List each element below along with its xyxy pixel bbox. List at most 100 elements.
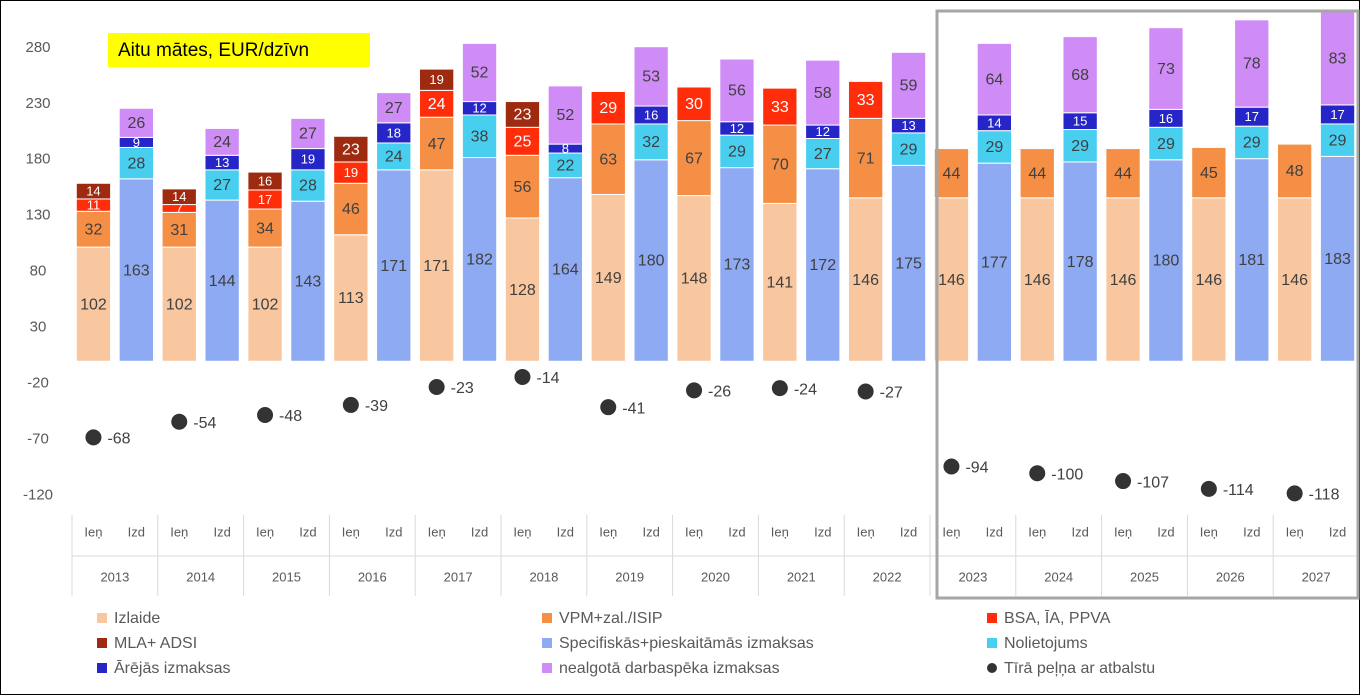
bar-segment bbox=[933, 148, 970, 199]
data-label: 143 bbox=[295, 273, 322, 290]
x-subcategory-label: Ieņ bbox=[1286, 524, 1304, 539]
bar-segment bbox=[719, 58, 755, 123]
data-label: 149 bbox=[595, 270, 622, 287]
data-label: 64 bbox=[985, 71, 1003, 88]
data-label: 44 bbox=[1028, 165, 1046, 182]
data-label: 146 bbox=[1195, 272, 1222, 289]
data-label: 32 bbox=[85, 221, 103, 238]
data-label: 177 bbox=[981, 254, 1008, 271]
data-label: 16 bbox=[1159, 111, 1173, 126]
data-label: 15 bbox=[1073, 114, 1087, 129]
bar-segment bbox=[1319, 123, 1356, 157]
x-tick-label: 2016 bbox=[358, 569, 387, 584]
x-tick-label: 2013 bbox=[100, 569, 129, 584]
plot: -120-70-203080130180230280102321114Ieņ16… bbox=[23, 11, 1360, 596]
point-label: -94 bbox=[965, 460, 988, 477]
data-label: 182 bbox=[466, 252, 493, 269]
y-tick-label: 80 bbox=[30, 263, 47, 280]
x-tick-label: 2027 bbox=[1302, 569, 1331, 584]
bar-segment bbox=[161, 211, 197, 248]
x-subcategory-label: Ieņ bbox=[599, 524, 617, 539]
data-label: 171 bbox=[423, 258, 450, 275]
bar-segment bbox=[376, 92, 412, 124]
point bbox=[857, 383, 874, 400]
y-tick-label: -20 bbox=[27, 375, 49, 392]
data-label: 33 bbox=[771, 99, 789, 116]
point-label: -48 bbox=[279, 408, 302, 425]
bar-segment bbox=[1234, 158, 1270, 362]
x-subcategory-label: Ieņ bbox=[1114, 524, 1132, 539]
data-label: 44 bbox=[1114, 165, 1132, 182]
bar-segment bbox=[890, 164, 927, 362]
bar-segment bbox=[847, 117, 884, 199]
data-label: 29 bbox=[1071, 138, 1089, 155]
data-label: 78 bbox=[1243, 56, 1261, 73]
bar-segment bbox=[1234, 125, 1270, 160]
data-label: 181 bbox=[1238, 252, 1265, 269]
legend-marker bbox=[542, 613, 552, 623]
bar-segment bbox=[1148, 27, 1184, 110]
data-label: 70 bbox=[771, 156, 789, 173]
x-tick-label: 2024 bbox=[1044, 569, 1073, 584]
x-subcategory-label: Ieņ bbox=[685, 524, 703, 539]
data-label: 26 bbox=[127, 115, 145, 132]
x-tick-label: 2022 bbox=[873, 569, 902, 584]
x-tick-label: 2021 bbox=[787, 569, 816, 584]
data-label: 14 bbox=[172, 189, 186, 204]
bar-segment bbox=[976, 162, 1013, 362]
data-label: 29 bbox=[900, 141, 918, 158]
bar-segment bbox=[461, 42, 498, 103]
bar-segment bbox=[247, 246, 283, 362]
bar-segment bbox=[547, 177, 584, 362]
data-label: 67 bbox=[685, 150, 703, 167]
x-subcategory-label: Izd bbox=[1157, 524, 1174, 539]
data-label: 56 bbox=[514, 179, 532, 196]
legend-marker bbox=[987, 613, 997, 623]
x-subcategory-label: Izd bbox=[128, 524, 145, 539]
data-label: 175 bbox=[895, 256, 922, 273]
data-label: 28 bbox=[127, 155, 145, 172]
point bbox=[600, 399, 617, 416]
bar-segment bbox=[204, 127, 240, 156]
data-label: 52 bbox=[556, 107, 574, 124]
data-label: 141 bbox=[766, 275, 793, 292]
data-label: 14 bbox=[86, 184, 100, 199]
legend-marker bbox=[97, 663, 107, 673]
bar-segment bbox=[762, 202, 798, 362]
data-label: 17 bbox=[258, 192, 272, 207]
x-tick-label: 2017 bbox=[444, 569, 473, 584]
bar-segment bbox=[1319, 155, 1356, 362]
data-label: 144 bbox=[209, 273, 236, 290]
legend-marker bbox=[987, 663, 997, 673]
bar-segment bbox=[1105, 197, 1141, 362]
data-label: 173 bbox=[724, 257, 751, 274]
data-label: 33 bbox=[857, 92, 875, 109]
point bbox=[85, 429, 102, 446]
bar-segment bbox=[805, 168, 841, 362]
legend-marker bbox=[542, 638, 552, 648]
bar-segment bbox=[290, 169, 326, 202]
data-label: 164 bbox=[552, 262, 579, 279]
data-label: 83 bbox=[1329, 51, 1347, 68]
legend-marker bbox=[987, 638, 997, 648]
x-subcategory-label: Izd bbox=[900, 524, 917, 539]
bar-segment bbox=[590, 90, 626, 125]
legend-label: Specifiskās+pieskaitāmās izmaksas bbox=[559, 635, 814, 652]
point bbox=[1286, 485, 1303, 502]
data-label: 146 bbox=[852, 272, 879, 289]
y-tick-label: -70 bbox=[27, 431, 49, 448]
x-subcategory-label: Ieņ bbox=[1028, 524, 1046, 539]
data-label: 180 bbox=[1153, 253, 1180, 270]
point bbox=[1029, 465, 1046, 482]
y-tick-label: 130 bbox=[25, 207, 50, 224]
bar-segment bbox=[847, 80, 884, 119]
point bbox=[342, 396, 359, 413]
legend-label: VPM+zal./ISIP bbox=[559, 610, 663, 627]
bar-segment bbox=[547, 85, 584, 145]
data-label: 46 bbox=[342, 201, 360, 218]
point-label: -41 bbox=[622, 400, 645, 417]
legend-label: MLA+ ADSI bbox=[114, 635, 197, 652]
bar-segment bbox=[161, 246, 197, 362]
bar-segment bbox=[461, 114, 498, 159]
